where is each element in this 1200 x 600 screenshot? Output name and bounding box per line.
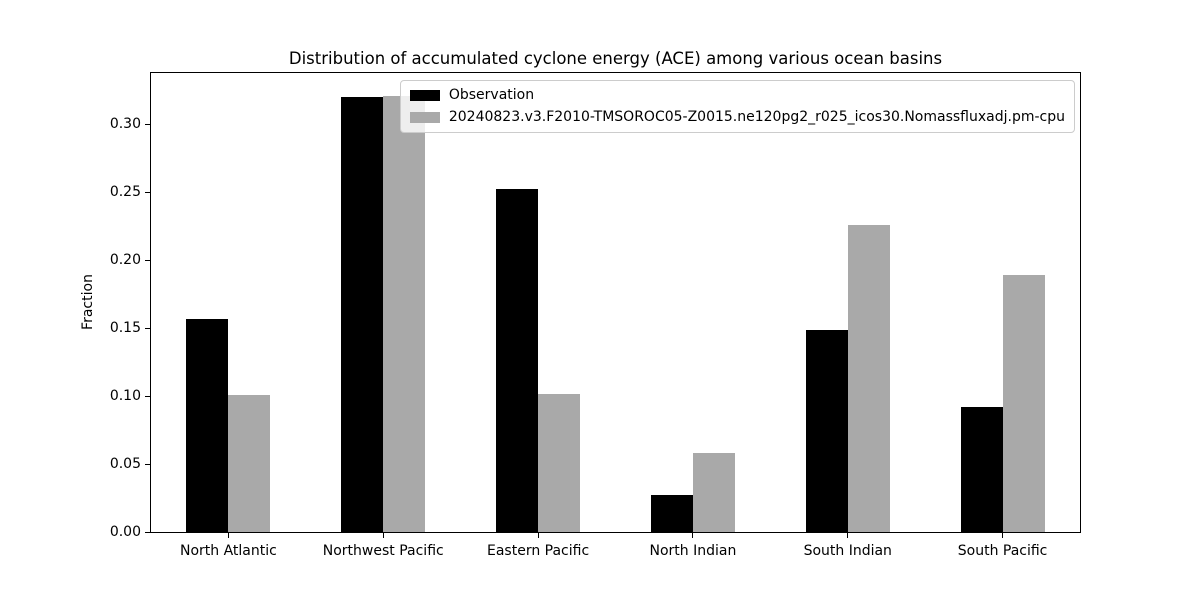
bar-observation-south-pacific [960, 407, 1003, 532]
bar-model-northwest-pacific [383, 96, 426, 532]
y-tick-label-0.30: 0.30 [109, 116, 141, 133]
bar-observation-north-atlantic [186, 319, 229, 532]
y-tick-mark-0.10 [145, 396, 150, 397]
x-tick-label-north-atlantic: North Atlantic [179, 543, 277, 559]
x-tick-mark-south-indian [847, 533, 849, 538]
y-tick-mark-0.25 [145, 192, 150, 194]
y-tick-label-0.05: 0.05 [109, 456, 141, 472]
x-tick-label-south-pacific: South Pacific [957, 543, 1048, 559]
bar-observation-north-indian [650, 495, 693, 532]
x-tick-label-south-indian: South Indian [803, 543, 892, 559]
x-tick-label-northwest-pacific: Northwest Pacific [322, 543, 444, 559]
legend-label-observation: Observation [448, 87, 535, 103]
x-tick-label-north-indian: North Indian [649, 543, 737, 559]
y-tick-label-0.00: 0.00 [109, 524, 141, 540]
legend-item-model-run: 20240823.v3.F2010-TMSOROC05-Z0015.ne120p… [409, 109, 1065, 125]
bars-layer [151, 73, 1080, 532]
x-tick-mark-south-pacific [1002, 533, 1004, 538]
bar-model-south-pacific [1002, 274, 1045, 532]
legend: Observation 20240823.v3.F2010-TMSOROC05-… [399, 80, 1075, 133]
y-tick-label-0.10: 0.10 [109, 388, 141, 404]
bar-model-south-indian [847, 224, 890, 532]
legend-swatch-observation [409, 89, 440, 101]
plot-area: Observation 20240823.v3.F2010-TMSOROC05-… [150, 72, 1081, 533]
legend-label-model-run: 20240823.v3.F2010-TMSOROC05-Z0015.ne120p… [448, 109, 1065, 125]
legend-swatch-model-run [409, 111, 440, 123]
bar-observation-northwest-pacific [341, 97, 384, 532]
bar-observation-eastern-pacific [496, 189, 539, 532]
legend-item-observation: Observation [409, 87, 1065, 103]
x-tick-mark-northwest-pacific [382, 533, 384, 538]
x-tick-mark-eastern-pacific [537, 533, 539, 538]
y-tick-mark-0.05 [145, 464, 150, 465]
bar-model-north-atlantic [228, 395, 271, 532]
x-tick-label-eastern-pacific: Eastern Pacific [487, 543, 590, 559]
bar-observation-south-indian [805, 330, 848, 532]
y-tick-mark-0.20 [145, 260, 150, 262]
y-tick-mark-0.30 [145, 124, 150, 126]
x-tick-mark-north-indian [692, 533, 694, 538]
y-tick-mark-0.15 [145, 328, 150, 330]
bar-model-eastern-pacific [538, 393, 581, 532]
y-tick-mark-0.00 [145, 532, 150, 533]
chart-title: Distribution of accumulated cyclone ener… [288, 49, 943, 68]
y-tick-label-0.20: 0.20 [109, 252, 141, 269]
y-tick-label-0.15: 0.15 [109, 320, 141, 337]
bar-model-north-indian [692, 453, 735, 532]
x-tick-mark-north-atlantic [227, 533, 229, 538]
y-tick-label-0.25: 0.25 [109, 184, 141, 201]
